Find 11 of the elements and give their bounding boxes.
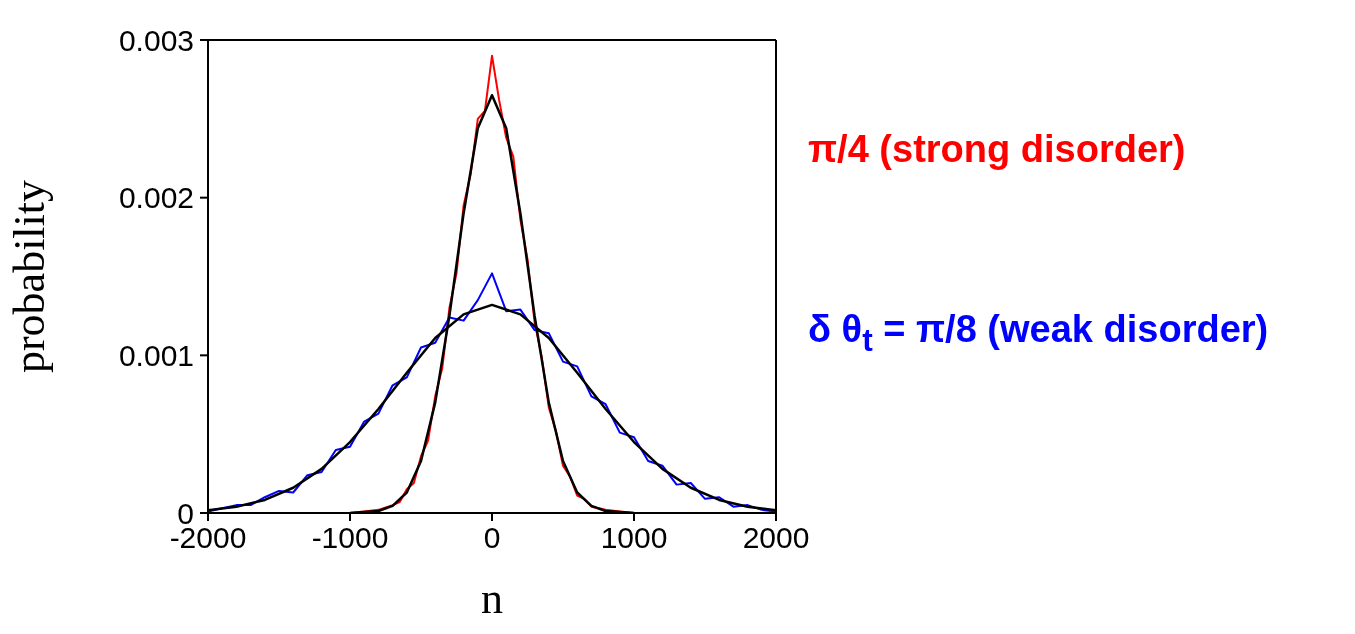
y-tick-label: 0.001 (118, 338, 194, 372)
y-tick-label: 0.003 (118, 23, 194, 57)
text: δ θ$_{t}$ = π/8 (weak disorder) (808, 308, 1269, 359)
x-tick-label: 2000 (742, 521, 810, 555)
x-tick-label: 0 (483, 521, 501, 555)
x-axis-title: n (481, 574, 503, 623)
x-tick-label: -1000 (311, 521, 389, 555)
text: π/4 (strong disorder) (808, 128, 1186, 171)
x-tick-label: 1000 (600, 521, 668, 555)
y-tick-label: 0.002 (118, 181, 194, 215)
y-axis-title: probability (4, 179, 54, 374)
